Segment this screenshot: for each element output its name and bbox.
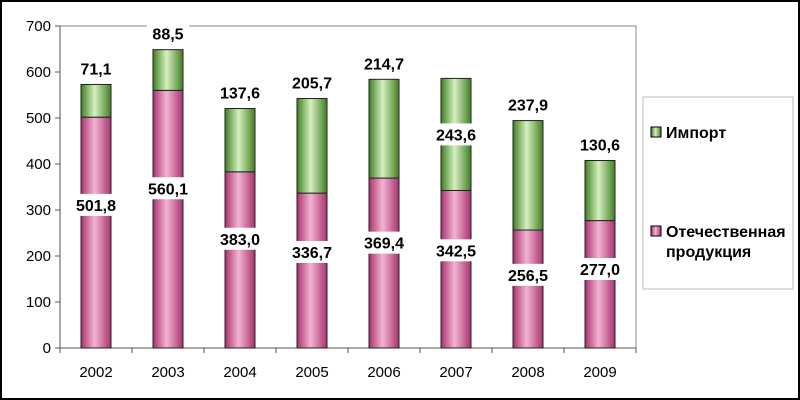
x-tick-label: 2002 (79, 364, 112, 381)
legend-swatch-import (650, 126, 662, 138)
data-label: 342,5 (436, 243, 476, 260)
data-label: 130,6 (580, 138, 620, 155)
data-label: 501,8 (76, 198, 116, 215)
data-label-bg (502, 263, 554, 286)
bar-segment (224, 171, 256, 349)
bar-segment (584, 220, 616, 349)
bar-segment (152, 89, 184, 349)
y-tick-label: 400 (26, 156, 51, 173)
data-labels-group: 501,8 71,1 560,1 88,5 383,0 137,6 336,7 205,7 36… (70, 22, 626, 286)
x-tick-label: 2007 (439, 364, 472, 381)
bar-segment (368, 177, 400, 349)
bar-segment (296, 192, 328, 349)
data-label: 71,1 (80, 61, 111, 78)
legend-label-import: Импорт (666, 125, 726, 142)
data-label-bg (70, 193, 122, 216)
data-label-bg (430, 123, 482, 146)
data-label: 214,7 (364, 56, 404, 73)
x-tick-label: 2009 (583, 364, 616, 381)
data-label: 205,7 (292, 75, 332, 92)
data-label: 243,6 (436, 127, 476, 144)
data-label-bg (142, 177, 194, 200)
x-tick-label: 2003 (151, 364, 184, 381)
bar-segment (296, 97, 328, 194)
y-tick-label: 0 (43, 340, 51, 357)
y-tick-label: 100 (26, 294, 51, 311)
bar-segment (152, 49, 184, 91)
data-label-bg (147, 22, 189, 45)
data-label: 137,6 (220, 86, 260, 103)
data-label-bg (358, 52, 410, 75)
legend-label-domestic-line2: продукция (666, 244, 751, 261)
bar-segment (368, 78, 400, 179)
data-label: 336,7 (292, 245, 332, 262)
data-label-bg (574, 257, 626, 280)
bar-segment (80, 83, 112, 118)
bar-segment (512, 120, 544, 231)
bar-segment (80, 116, 112, 349)
y-tick-label: 500 (26, 110, 51, 127)
x-axis: 2002 2003 2004 2005 2006 2007 2008 2009 (59, 348, 637, 381)
bar-segment (584, 160, 616, 222)
data-label: 369,4 (364, 236, 404, 253)
data-label-bg (75, 57, 117, 80)
y-tick-label: 600 (26, 64, 51, 81)
x-tick-label: 2005 (295, 364, 328, 381)
y-tick-label: 200 (26, 248, 51, 265)
data-label-bg (430, 239, 482, 262)
data-label-bg (358, 231, 410, 254)
bar-segment (512, 229, 544, 349)
bar-segment (224, 108, 256, 173)
data-label-bg (286, 71, 338, 94)
y-axis: 0 100 200 300 400 500 600 700 (26, 18, 60, 357)
legend-label-domestic-line1: Отечественная (666, 224, 786, 241)
legend-box (642, 96, 794, 290)
data-label: 383,0 (220, 232, 260, 249)
y-tick-label: 300 (26, 202, 51, 219)
data-label: 88,5 (152, 27, 183, 44)
data-label-bg (502, 93, 554, 116)
x-tick-label: 2004 (223, 364, 256, 381)
bar-segment (440, 189, 472, 349)
data-label: 237,9 (508, 98, 548, 115)
legend: Импорт Отечественная продукция (642, 96, 794, 290)
data-label-bg (286, 240, 338, 263)
y-tick-label: 700 (26, 18, 51, 35)
x-tick-label: 2008 (511, 364, 544, 381)
data-label: 256,5 (508, 268, 548, 285)
legend-swatch-domestic (650, 225, 662, 237)
data-label-bg (214, 227, 266, 250)
data-label-bg (574, 133, 626, 156)
bars-group (80, 49, 616, 349)
data-label: 560,1 (148, 181, 188, 198)
x-tick-label: 2006 (367, 364, 400, 381)
data-label: 277,0 (580, 262, 620, 279)
data-label-bg (214, 81, 266, 104)
